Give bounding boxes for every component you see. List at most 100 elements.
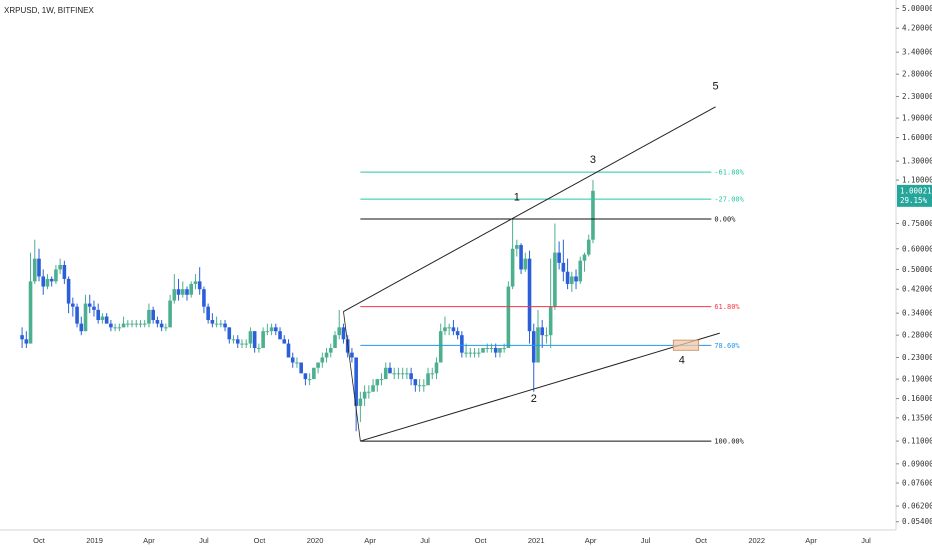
fib-level-label: -61.80% [714, 169, 744, 177]
y-tick-label: 3.40000 [902, 48, 932, 57]
y-tick-label: 0.50000 [902, 265, 932, 274]
candle-body [206, 306, 210, 321]
y-tick-label: 1.30000 [902, 157, 932, 166]
x-tick-label: Apr [364, 536, 376, 545]
price-badge-change: 29.15% [900, 196, 928, 205]
candle-body [354, 357, 358, 406]
fib-level-label: 61.80% [714, 303, 740, 311]
y-tick-label: 0.09000 [902, 459, 932, 468]
candle-body [358, 398, 363, 406]
candle-body [159, 323, 164, 328]
candle-body [515, 245, 519, 249]
candle-body [328, 348, 333, 353]
candle-body [502, 348, 506, 350]
candle-body [591, 190, 595, 240]
candle-body [426, 373, 430, 386]
candle-body [164, 327, 168, 329]
wave-label: 5 [713, 80, 719, 92]
candle-body [438, 331, 443, 363]
candle-body [71, 303, 75, 307]
y-tick-label: 4.20000 [902, 24, 932, 33]
candle-body [434, 362, 439, 374]
candle-body [176, 289, 181, 295]
candle-body [223, 323, 227, 328]
drawings: -61.80% -27.00% 0.00% 61.80% 78.60% 100.00% 1 2… [343, 80, 745, 446]
x-tick-label: 2022 [748, 536, 765, 545]
y-tick-label: 0.07600 [902, 478, 932, 487]
candle-body [400, 373, 405, 375]
candle-body [324, 352, 329, 358]
candle-body [37, 258, 41, 277]
wave-label: 1 [514, 191, 520, 203]
candle-body [544, 335, 549, 337]
candle-body [553, 252, 557, 307]
x-tick-label: Jul [641, 536, 651, 545]
fib-level-label: -27.00% [714, 196, 744, 204]
candle-body [375, 379, 380, 386]
candle-body [510, 248, 515, 287]
candle-body [214, 323, 219, 325]
candle-body [261, 331, 265, 349]
candle-body [350, 352, 354, 358]
x-tick-label: 2020 [307, 536, 324, 545]
candle-body [472, 352, 477, 354]
y-tick-label: 2.80000 [902, 70, 932, 79]
candle-body [117, 327, 122, 329]
y-tick-label: 5.00000 [902, 4, 932, 13]
candle-body [104, 316, 109, 324]
candle-body [422, 385, 426, 387]
y-tick-label: 0.05400 [902, 517, 932, 526]
x-tick-label: Jul [861, 536, 871, 545]
candle-body [210, 320, 215, 324]
y-tick-label: 0.16000 [902, 394, 932, 403]
candle-body [485, 348, 490, 350]
candle-body [20, 335, 24, 340]
candle-body [248, 331, 253, 344]
fib-level-label: 78.60% [714, 342, 740, 350]
candle-body [413, 379, 418, 386]
y-tick-label: 0.11000 [902, 437, 932, 446]
candle-body [202, 289, 206, 307]
candle-body [231, 339, 236, 341]
candle-body [565, 271, 570, 284]
candle-body [383, 367, 388, 380]
y-tick-label: 0.06200 [902, 502, 932, 511]
x-axis-ticks: Oct 2019 Apr Jul Oct 2020 Apr Jul Oct 2021 Apr Jul O… [33, 536, 871, 545]
candle-body [540, 327, 545, 336]
y-tick-label: 1.10000 [902, 176, 932, 185]
candle-body [240, 343, 244, 345]
candle-body [498, 348, 502, 353]
candle-body [286, 343, 291, 358]
y-tick-label: 0.42000 [902, 285, 932, 294]
x-tick-label: 2021 [528, 536, 545, 545]
y-tick-label: 2.30000 [902, 92, 932, 101]
candle-body [578, 260, 583, 282]
candle-body [126, 323, 130, 325]
x-tick-label: Oct [475, 536, 488, 545]
candle-body [367, 391, 371, 393]
x-tick-label: 2019 [86, 536, 103, 545]
candle-body [79, 323, 84, 332]
y-axis-ticks: 5.00000 4.20000 3.40000 2.80000 2.30000 1.900… [896, 4, 932, 526]
candle-body [235, 339, 240, 344]
candle-body [130, 323, 134, 325]
candle-body [274, 327, 278, 332]
candle-body [24, 339, 29, 344]
candle-body [582, 254, 587, 261]
candle-body [405, 373, 409, 375]
candle-body [168, 300, 172, 328]
candle-body [320, 357, 325, 363]
candle-body [28, 281, 33, 344]
candle-body [493, 348, 498, 353]
candle-body [531, 331, 536, 363]
x-tick-label: Jul [420, 536, 430, 545]
candle-body [396, 373, 401, 375]
candle-body [58, 265, 62, 270]
x-tick-label: Apr [805, 536, 817, 545]
candle-body [252, 331, 257, 349]
y-tick-label: 0.75000 [902, 219, 932, 228]
candle-body [489, 348, 494, 350]
candle-body [523, 258, 528, 270]
candle-body [66, 278, 71, 304]
